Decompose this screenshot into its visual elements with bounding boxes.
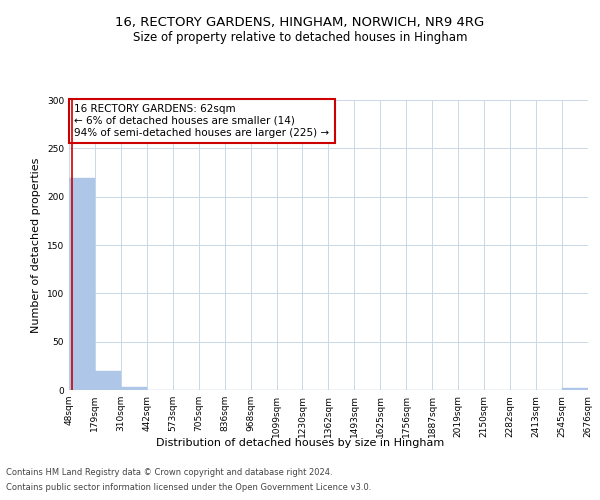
Text: 16 RECTORY GARDENS: 62sqm
← 6% of detached houses are smaller (14)
94% of semi-d: 16 RECTORY GARDENS: 62sqm ← 6% of detach… [74, 104, 329, 138]
Bar [95, 370, 121, 390]
Text: Contains public sector information licensed under the Open Government Licence v3: Contains public sector information licen… [6, 483, 371, 492]
Y-axis label: Number of detached properties: Number of detached properties [31, 158, 41, 332]
Text: 16, RECTORY GARDENS, HINGHAM, NORWICH, NR9 4RG: 16, RECTORY GARDENS, HINGHAM, NORWICH, N… [115, 16, 485, 29]
Text: Size of property relative to detached houses in Hingham: Size of property relative to detached ho… [133, 31, 467, 44]
Bar [121, 387, 147, 390]
Text: Contains HM Land Registry data © Crown copyright and database right 2024.: Contains HM Land Registry data © Crown c… [6, 468, 332, 477]
Bar [562, 388, 588, 390]
Bar [69, 178, 95, 390]
Text: Distribution of detached houses by size in Hingham: Distribution of detached houses by size … [156, 438, 444, 448]
